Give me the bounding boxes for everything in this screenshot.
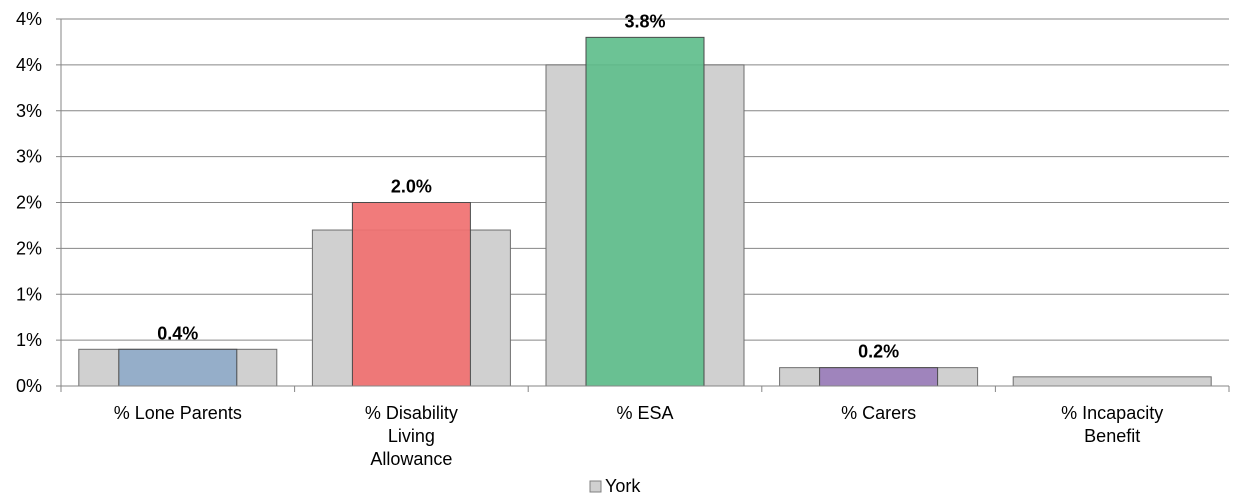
data-label: 2.0%	[391, 177, 432, 197]
y-tick-label: 3%	[16, 101, 42, 121]
data-label: 0.4%	[157, 323, 198, 343]
x-tick-label: % Carers	[841, 403, 916, 423]
legend: York	[589, 476, 641, 496]
y-tick-label: 1%	[16, 284, 42, 304]
data-label: 3.8%	[624, 11, 665, 31]
x-tick-label: % Incapacity Benefit	[1061, 403, 1163, 446]
y-tick-label: 4%	[16, 55, 42, 75]
highlight-bars	[118, 36, 939, 387]
x-tick-labels: % Lone Parents % Disability Living Allowanc…	[114, 403, 1163, 469]
axes	[56, 18, 1230, 392]
x-tick-label: % Lone Parents	[114, 403, 242, 423]
x-tick-label: % ESA	[616, 403, 673, 423]
x-tick-label: % Disability Living Allowance	[365, 403, 458, 469]
bar-york	[1012, 376, 1212, 387]
y-tick-label: 4%	[16, 9, 42, 29]
y-tick-label: 0%	[16, 376, 42, 396]
data-label: 0.2%	[858, 342, 899, 362]
y-tick-label: 3%	[16, 147, 42, 167]
y-tick-label: 2%	[16, 238, 42, 258]
bar-highlight	[351, 202, 471, 387]
y-tick-labels: 0% 1% 1% 2% 2% 3% 3% 4% 4%	[16, 9, 42, 396]
bar-highlight	[819, 367, 939, 387]
bar-highlight	[585, 36, 705, 387]
legend-label-york: York	[605, 476, 641, 496]
bar-highlight	[118, 348, 238, 387]
y-tick-label: 2%	[16, 193, 42, 213]
data-labels: 0.4% 2.0% 3.8% 0.2%	[157, 11, 899, 361]
y-tick-label: 1%	[16, 330, 42, 350]
legend-swatch-york	[589, 480, 602, 493]
